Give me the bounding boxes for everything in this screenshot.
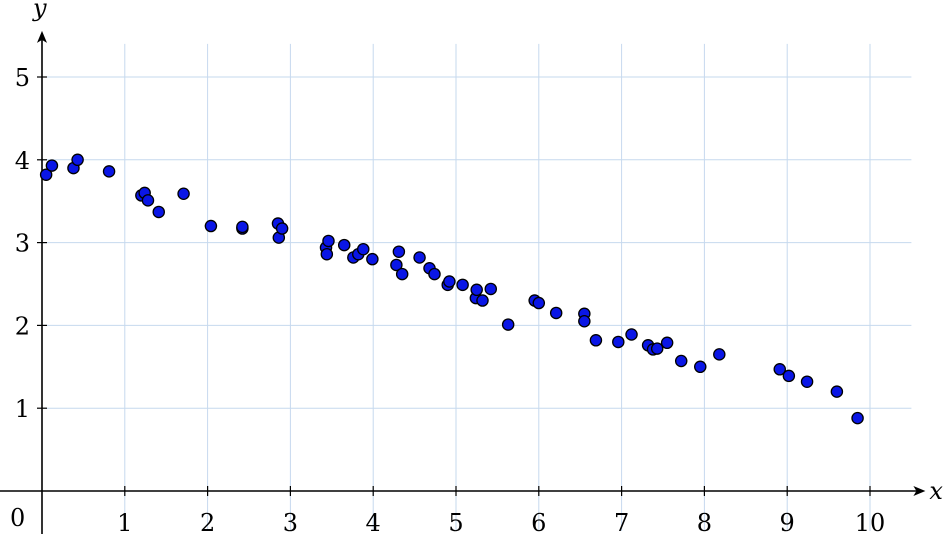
x-tick-label: 9 <box>780 509 795 534</box>
data-point <box>413 251 426 264</box>
x-tick: 6 <box>531 486 546 534</box>
axes <box>0 30 926 534</box>
y-axis-label: y <box>32 0 47 22</box>
data-point <box>470 283 483 297</box>
x-tick: 9 <box>780 486 795 534</box>
y-tick-label: 4 <box>15 147 30 175</box>
data-point <box>612 335 625 349</box>
data-point <box>578 315 591 328</box>
data-point <box>456 278 469 292</box>
x-axis-label: x <box>929 477 943 505</box>
data-points <box>39 153 864 425</box>
data-point <box>501 318 515 331</box>
data-point <box>177 187 190 200</box>
x-tick: 3 <box>283 486 298 534</box>
x-tick: 4 <box>366 486 381 534</box>
data-point <box>390 258 403 272</box>
x-tick-label: 1 <box>117 509 132 534</box>
data-point <box>650 342 664 355</box>
x-tick-label: 10 <box>855 509 886 534</box>
y-tick-label: 1 <box>15 395 30 423</box>
x-tick: 7 <box>614 486 629 534</box>
data-point <box>320 247 334 261</box>
data-point <box>152 205 165 219</box>
data-point <box>322 234 335 248</box>
data-point <box>549 306 563 320</box>
x-tick: 1 <box>117 486 132 534</box>
data-point <box>337 238 351 252</box>
data-point <box>71 153 84 167</box>
data-point <box>39 168 53 181</box>
x-tick-label: 6 <box>531 509 546 534</box>
y-tick: 2 <box>15 312 47 340</box>
data-point <box>275 222 289 235</box>
data-point <box>392 245 406 258</box>
data-point <box>782 369 796 383</box>
y-tick: 4 <box>15 147 47 175</box>
data-point <box>236 220 249 234</box>
data-point <box>357 242 370 256</box>
data-point <box>532 296 546 310</box>
x-tick-label: 5 <box>448 509 463 534</box>
x-tick-label: 4 <box>366 509 381 534</box>
x-tick: 10 <box>855 486 886 534</box>
data-point <box>476 294 489 307</box>
data-point <box>484 282 498 296</box>
x-tick-label: 8 <box>697 509 712 534</box>
data-point <box>694 360 707 374</box>
data-point <box>830 385 844 398</box>
data-point <box>395 267 409 281</box>
grid <box>42 43 912 531</box>
x-tick: 2 <box>200 486 215 534</box>
data-point <box>625 328 638 341</box>
data-point <box>102 165 116 178</box>
data-point <box>45 159 59 172</box>
y-tick: 1 <box>15 395 47 423</box>
y-tick-label: 5 <box>15 64 30 92</box>
data-point <box>141 194 155 207</box>
x-tick-label: 2 <box>200 509 215 534</box>
x-axis-arrowhead <box>913 486 926 496</box>
data-point <box>851 411 864 425</box>
x-tick: 5 <box>448 486 464 534</box>
x-tick-label: 3 <box>283 509 298 534</box>
ticks: 1 2 3 4 5 6 7 8 9 10 1 2 3 4 5 <box>15 64 886 534</box>
data-point <box>773 363 786 376</box>
data-point <box>428 267 441 281</box>
data-point <box>800 375 814 388</box>
x-tick: 8 <box>697 486 712 534</box>
data-point <box>443 275 456 288</box>
y-tick-label: 3 <box>15 230 30 258</box>
x-tick-label: 7 <box>614 509 629 534</box>
origin-label: 0 <box>10 504 25 532</box>
y-tick: 5 <box>15 64 47 92</box>
data-point <box>713 348 726 361</box>
data-point <box>674 354 688 368</box>
y-tick-label: 2 <box>15 312 30 340</box>
y-axis-arrowhead <box>37 30 47 43</box>
y-tick: 3 <box>15 230 47 258</box>
data-point <box>204 219 218 233</box>
data-point <box>660 336 674 350</box>
data-point <box>589 334 603 347</box>
data-point <box>366 252 379 266</box>
